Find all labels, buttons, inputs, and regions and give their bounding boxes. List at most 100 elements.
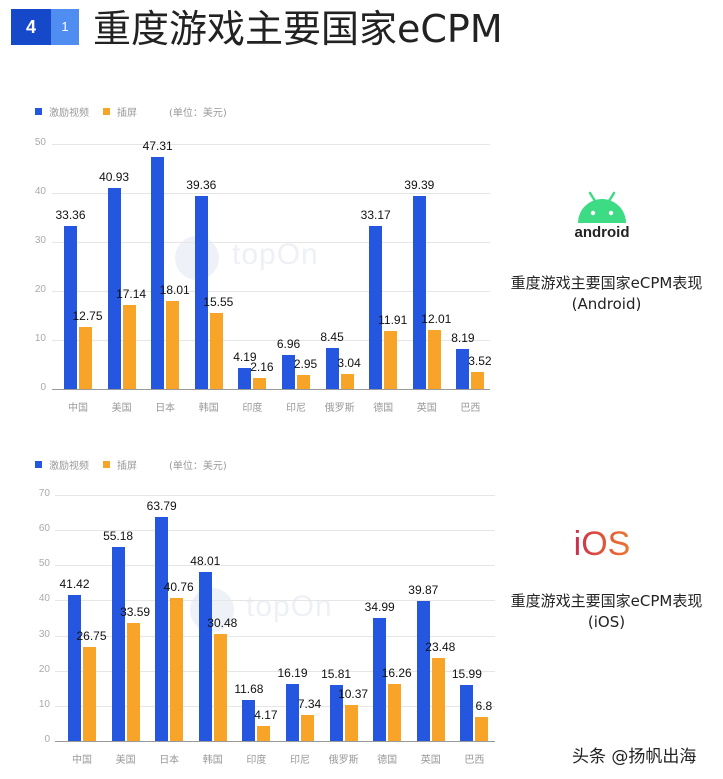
- page-header: 4 1 重度游戏主要国家eCPM: [0, 0, 723, 60]
- y-axis-tick-label: 40: [34, 186, 46, 197]
- y-axis-tick-label: 50: [38, 558, 50, 570]
- bar-value-label: 40.93: [99, 170, 130, 185]
- bar-value-label: 11.91: [378, 312, 408, 327]
- legend-swatch-interstitial: [103, 461, 110, 468]
- bar-value-label: 8.45: [320, 329, 344, 344]
- legend-swatch-rewarded-video: [35, 108, 42, 115]
- android-logo-text: android: [574, 224, 630, 241]
- bar-value-label: 12.75: [72, 308, 103, 323]
- bar-value-label: 55.18: [103, 529, 134, 544]
- bar-value-label: 8.19: [451, 330, 475, 345]
- bar-rewarded-video: [369, 226, 383, 389]
- bar-value-label: 26.75: [76, 628, 107, 643]
- bar-rewarded-video: [329, 685, 343, 741]
- x-axis-category-label: 日本: [155, 403, 176, 414]
- gridline: [55, 530, 495, 532]
- legend-label-interstitial: 插屏: [117, 461, 137, 472]
- bar-value-label: 23.48: [425, 640, 456, 655]
- ios-caption-line1: 重度游戏主要国家eCPM表现: [510, 592, 703, 610]
- bar-interstitial: [471, 371, 485, 389]
- y-axis-tick-label: 0: [44, 734, 50, 745]
- y-axis-tick-label: 50: [34, 137, 46, 148]
- gridline: [55, 565, 495, 567]
- bar-value-label: 16.19: [277, 666, 308, 681]
- bar-rewarded-video: [111, 547, 125, 741]
- gridline: [52, 242, 490, 243]
- legend-unit: (单位：美元): [169, 461, 227, 472]
- bar-value-label: 3.04: [337, 356, 361, 371]
- bar-rewarded-video: [198, 572, 212, 741]
- footer-attribution: 头条 @扬帆出海: [572, 747, 697, 767]
- y-axis-tick-label: 60: [38, 523, 50, 535]
- legend-unit: (单位：美元): [169, 108, 227, 119]
- gridline: [52, 291, 490, 292]
- bar-interstitial: [340, 374, 354, 389]
- bar-rewarded-video: [155, 516, 169, 741]
- bar-value-label: 47.31: [142, 139, 173, 154]
- bar-value-label: 7.34: [297, 697, 322, 712]
- x-axis-category-label: 英国: [416, 403, 437, 414]
- x-axis-category-label: 德国: [373, 403, 394, 414]
- bar-rewarded-video: [64, 225, 77, 389]
- y-axis-tick-label: 10: [34, 333, 46, 344]
- bar-interstitial: [166, 300, 180, 389]
- legend-swatch-rewarded-video: [35, 461, 42, 468]
- x-axis-category-label: 巴西: [464, 755, 485, 766]
- watermark: topOn: [232, 238, 319, 271]
- bar-interstitial: [170, 597, 184, 741]
- gridline: [55, 635, 495, 637]
- bar-rewarded-video: [286, 684, 299, 741]
- bar-interstitial: [297, 374, 310, 389]
- chart-legend: 激励视频 插屏 (单位：美元): [35, 457, 227, 472]
- gridline: [52, 340, 490, 341]
- x-axis-category-label: 韩国: [202, 755, 223, 766]
- bar-value-label: 33.17: [360, 208, 391, 223]
- bar-value-label: 63.79: [146, 498, 177, 513]
- y-axis-tick-label: 30: [38, 628, 50, 640]
- bar-interstitial: [388, 683, 402, 741]
- bar-interstitial: [79, 326, 92, 389]
- x-axis-category-label: 印尼: [286, 403, 306, 414]
- bar-interstitial: [257, 726, 271, 741]
- x-axis-category-label: 中国: [72, 755, 92, 766]
- x-axis-category-label: 美国: [111, 403, 132, 414]
- bar-interstitial: [475, 717, 489, 741]
- watermark-logo-icon: [190, 588, 234, 632]
- bar-interstitial: [344, 704, 358, 741]
- bar-rewarded-video: [238, 368, 252, 389]
- bar-interstitial: [427, 330, 441, 389]
- bar-value-label: 4.17: [254, 708, 278, 723]
- bar-value-label: 17.14: [116, 287, 147, 301]
- section-badge-secondary: 1: [51, 9, 79, 45]
- legend-label-interstitial: 插屏: [117, 108, 137, 119]
- x-axis-category-label: 德国: [377, 755, 398, 766]
- android-logo-icon: [578, 191, 626, 223]
- watermark: topOn: [246, 590, 333, 623]
- bar-rewarded-video: [460, 684, 474, 741]
- bar-value-label: 2.95: [293, 356, 318, 371]
- x-axis-category-label: 印度: [246, 755, 267, 766]
- bar-rewarded-video: [242, 699, 256, 741]
- gridline: [55, 495, 495, 496]
- y-axis-tick-label: 10: [38, 698, 50, 710]
- gridline: [52, 144, 490, 145]
- bar-value-label: 34.99: [364, 600, 395, 615]
- bar-rewarded-video: [416, 600, 430, 741]
- x-axis-category-label: 俄罗斯: [328, 755, 359, 766]
- gridline: [52, 193, 490, 194]
- y-axis-tick-label: 20: [38, 663, 50, 675]
- x-axis-category-label: 美国: [115, 755, 136, 766]
- ios-caption: 重度游戏主要国家eCPM表现 (iOS): [490, 591, 723, 633]
- y-axis-tick-label: 40: [38, 593, 50, 605]
- legend-label-rewarded-video: 激励视频: [49, 461, 89, 472]
- bar-value-label: 11.68: [234, 681, 264, 696]
- bar-interstitial: [253, 378, 267, 389]
- x-axis-category-label: 俄罗斯: [324, 403, 355, 414]
- bar-rewarded-video: [107, 188, 121, 389]
- x-axis-category-label: 韩国: [198, 403, 219, 414]
- bar-interstitial: [126, 622, 140, 741]
- bar-value-label: 15.55: [203, 294, 234, 309]
- bar-value-label: 48.01: [190, 554, 221, 569]
- bar-interstitial: [209, 312, 223, 389]
- ios-logo-text: iOS: [560, 524, 644, 564]
